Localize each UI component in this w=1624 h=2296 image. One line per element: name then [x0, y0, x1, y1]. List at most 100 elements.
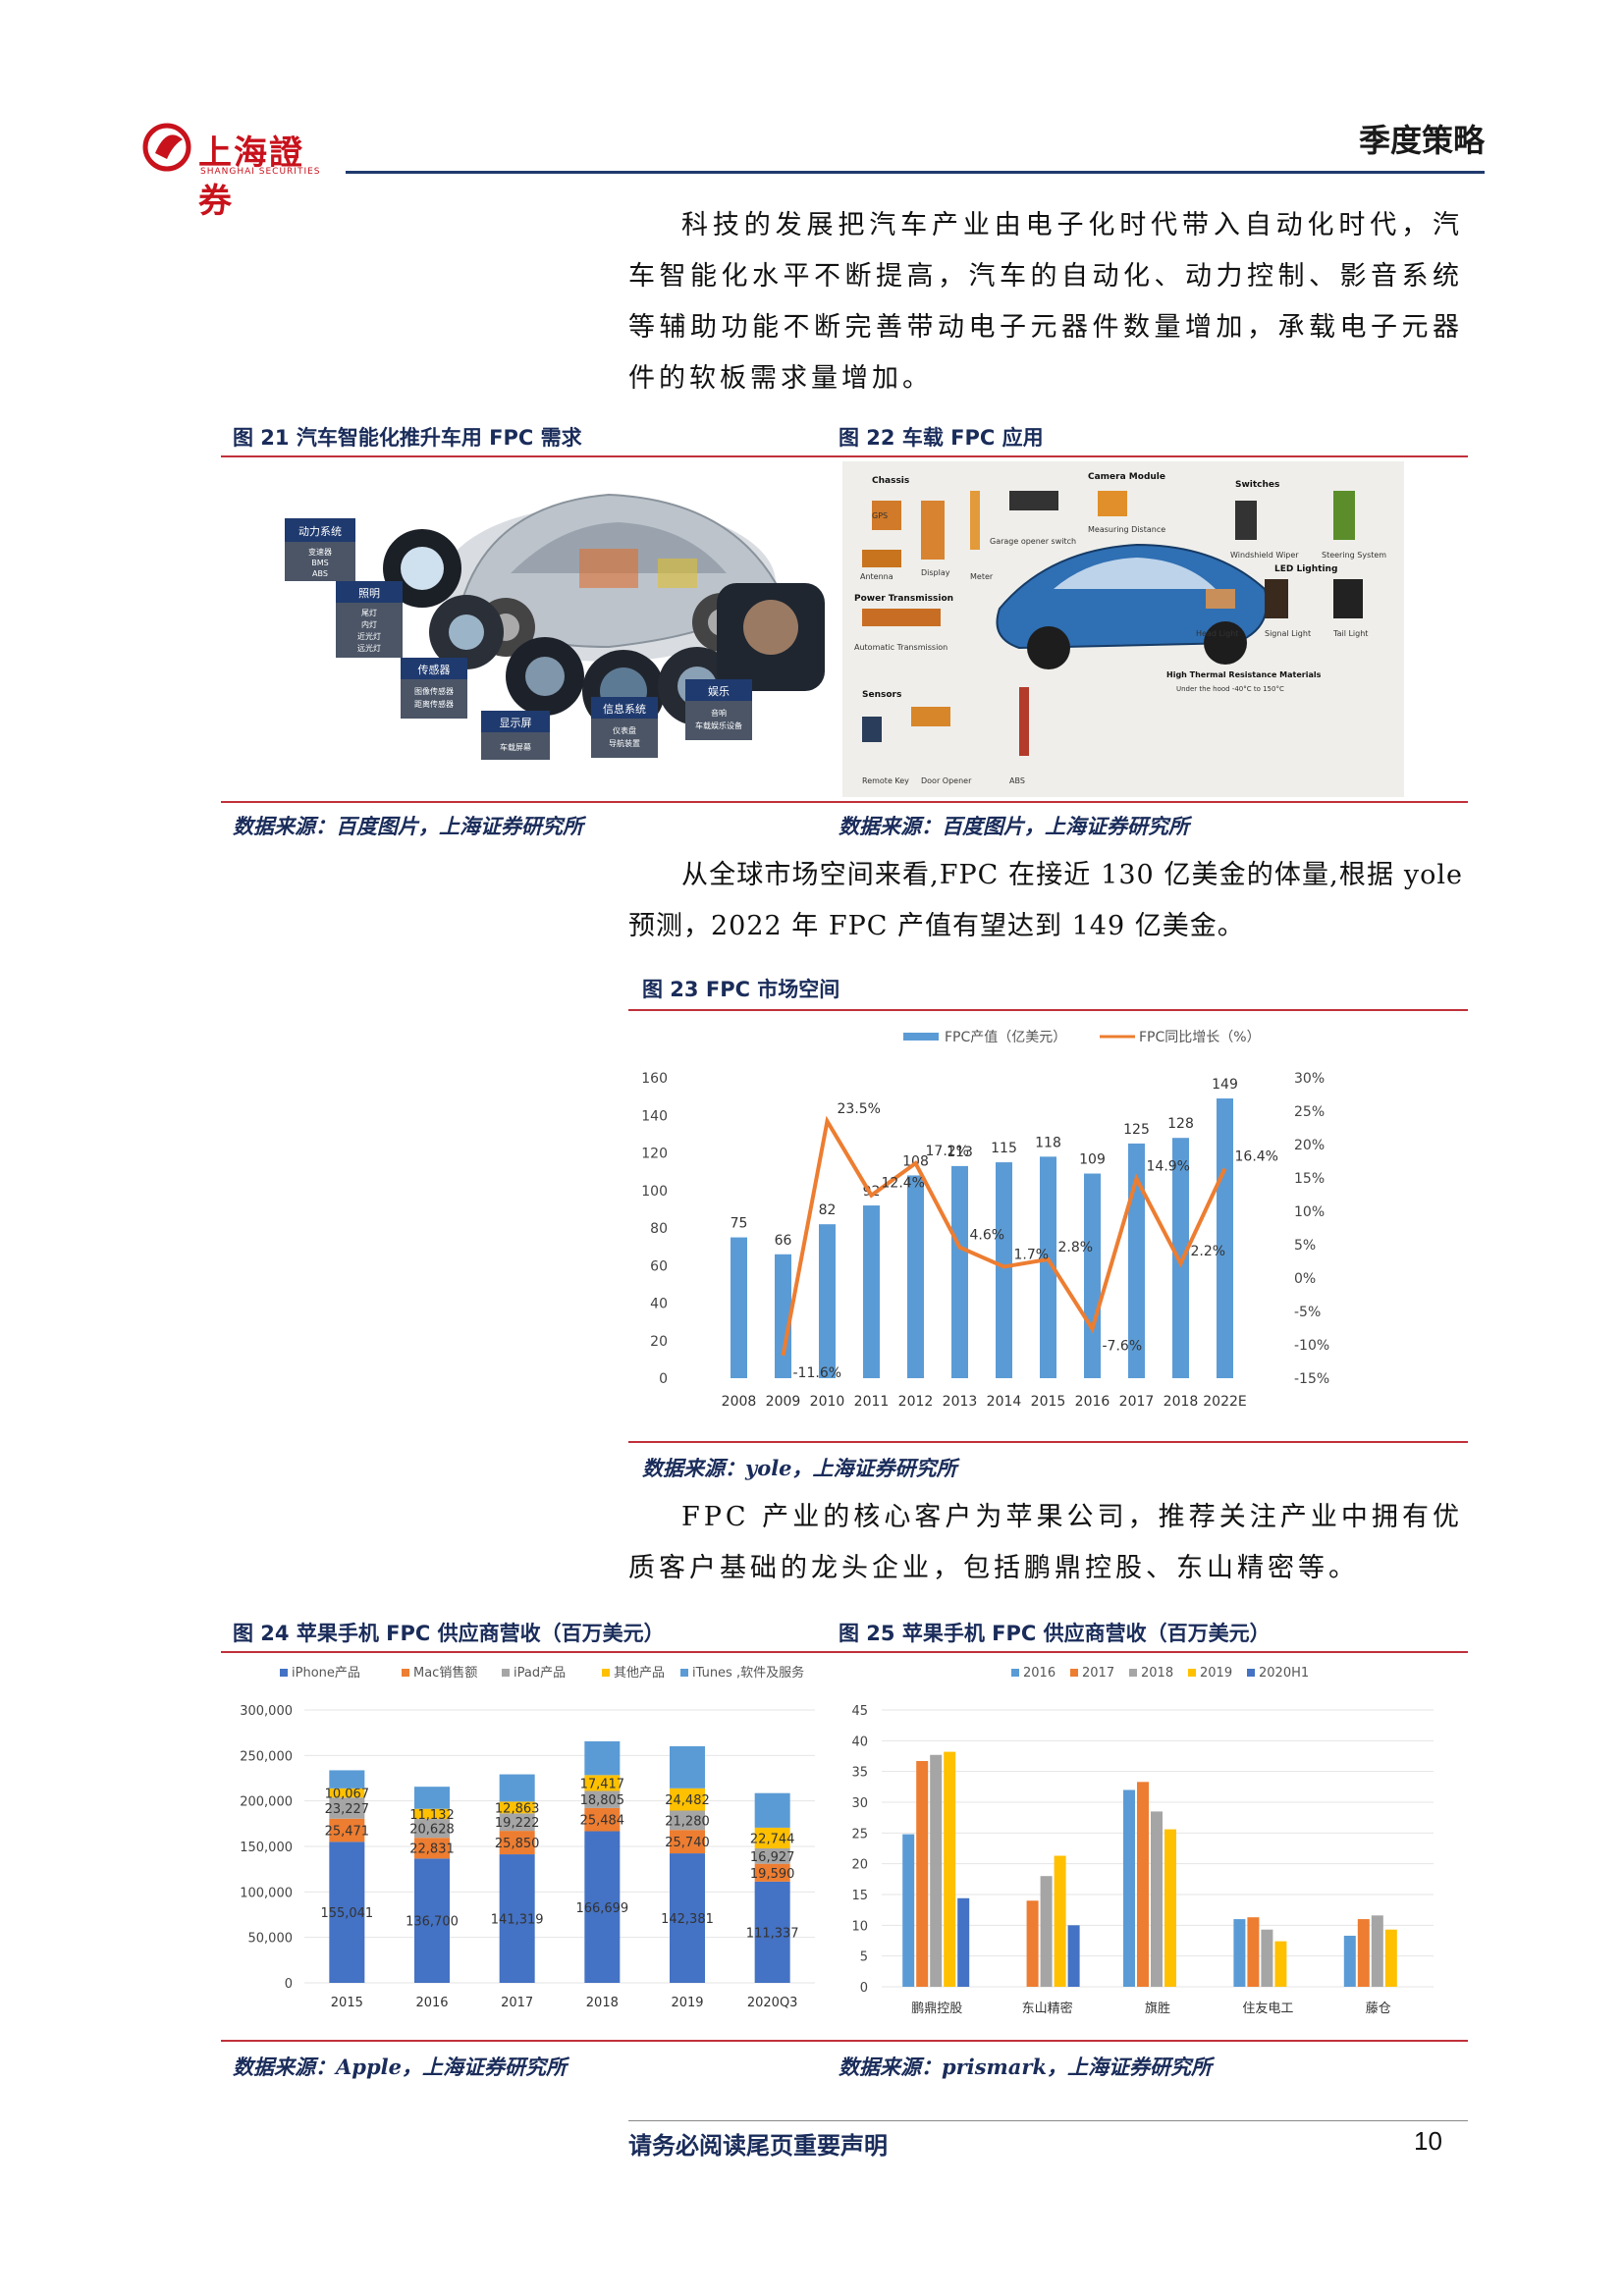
y-left-tick-label: 160	[641, 1071, 668, 1087]
y-tick-label: 300,000	[240, 1704, 293, 1719]
grouped-bar	[1357, 1919, 1370, 1987]
y-left-tick-label: 140	[641, 1108, 668, 1124]
fig22-autotx-label: Automatic Transmission	[854, 643, 947, 652]
x-tick-label: 2018	[1164, 1394, 1199, 1410]
y-tick-label: 30	[851, 1796, 868, 1811]
grouped-bar	[957, 1897, 970, 1987]
bar	[731, 1237, 747, 1378]
bar	[819, 1224, 836, 1378]
segment-data-label: 166,699	[575, 1901, 628, 1916]
x-tick-label: 2022E	[1203, 1394, 1246, 1410]
stacked-bar-segment	[499, 1774, 535, 1802]
stacked-bar-segment	[499, 1854, 535, 1983]
fig21-power-item: 变速器	[308, 547, 332, 557]
segment-data-label: 10,067	[325, 1788, 370, 1802]
fig22-gps-label: GPS	[872, 511, 888, 520]
y-right-tick-label: 10%	[1294, 1204, 1325, 1220]
fig21-illustration: 动力系统 变速器 BMS ABS 照明 尾灯 内灯 近光灯 远光灯 传感器 图像…	[285, 465, 825, 799]
y-tick-label: 250,000	[240, 1749, 293, 1764]
fig21-light-item: 近光灯	[357, 631, 381, 641]
bar	[1084, 1173, 1101, 1378]
x-tick-label: 2011	[854, 1394, 890, 1410]
stacked-bar-segment	[414, 1787, 450, 1809]
bar-data-label: 109	[1079, 1152, 1106, 1168]
stacked-bar-segment	[329, 1842, 365, 1983]
x-tick-label: 藤仓	[1366, 2002, 1391, 2016]
fig22-sensors-label: Sensors	[862, 690, 901, 700]
x-tick-label: 东山精密	[1022, 2001, 1073, 2016]
x-tick-label: 2015	[1031, 1394, 1066, 1410]
line-data-label: 12.4%	[882, 1176, 925, 1192]
legend-swatch	[1011, 1669, 1019, 1677]
stacked-bar-segment	[329, 1818, 365, 1842]
y-right-tick-label: -5%	[1294, 1305, 1321, 1320]
fig23-bottom-rule	[628, 1441, 1468, 1443]
segment-data-label: 24,482	[665, 1793, 710, 1808]
x-tick-label: 鹏鼎控股	[911, 2002, 962, 2016]
y-tick-label: 20	[851, 1858, 868, 1873]
fig22-abs-label: ABS	[1009, 776, 1025, 785]
y-left-tick-label: 120	[641, 1147, 668, 1162]
segment-data-label: 25,850	[495, 1837, 539, 1851]
segment-data-label: 19,222	[495, 1816, 539, 1831]
fig22-display-label: Display	[921, 568, 950, 577]
bar	[775, 1254, 791, 1378]
stacked-bar-segment	[329, 1770, 365, 1789]
stacked-bar-segment	[414, 1808, 450, 1820]
y-right-tick-label: -10%	[1294, 1338, 1329, 1354]
y-right-tick-label: 0%	[1294, 1271, 1316, 1287]
y-tick-label: 0	[285, 1977, 293, 1992]
y-right-tick-label: 25%	[1294, 1104, 1325, 1120]
legend-swatch	[602, 1669, 610, 1677]
y-right-tick-label: -15%	[1294, 1371, 1329, 1387]
fig21-22-bottom-rule	[221, 801, 1468, 803]
fig21-ent-item: 音响	[711, 708, 727, 718]
y-tick-label: 10	[851, 1919, 868, 1934]
bar-data-label: 66	[775, 1233, 792, 1249]
x-tick-label: 2012	[898, 1394, 934, 1410]
legend-label: 2019	[1200, 1666, 1232, 1681]
fig21-22-top-rule	[221, 455, 1468, 457]
stacked-bar-segment	[670, 1810, 705, 1831]
fig21-info-label: 信息系统	[603, 702, 646, 716]
line-data-label: -11.6%	[793, 1365, 842, 1381]
fig22-switches-label: Switches	[1235, 480, 1279, 490]
legend-label: 其他产品	[614, 1666, 665, 1681]
fig24-chart: iPhone产品 Mac销售额 iPad产品 其他产品 iTunes ,软件及服务 0 50…	[240, 1665, 815, 2010]
y-tick-label: 5	[860, 1950, 868, 1965]
fig21-display-label: 显示屏	[500, 717, 532, 729]
fig21-light-item: 内灯	[361, 619, 377, 629]
bar	[951, 1165, 968, 1378]
segment-data-label: 20,628	[409, 1823, 455, 1838]
line-data-label: 23.5%	[838, 1101, 881, 1117]
fig21-ent-item: 车载娱乐设备	[695, 721, 742, 730]
fig22-source: 数据来源：百度图片，上海证券研究所	[839, 814, 1189, 838]
legend-swatch	[1247, 1669, 1255, 1677]
fig22-garage-label: Garage opener switch	[990, 537, 1076, 546]
legend-label: 2017	[1082, 1666, 1114, 1681]
segment-data-label: 17,417	[580, 1777, 625, 1791]
section-title: 季度策略	[1358, 122, 1485, 159]
stacked-bar-segment	[329, 1797, 365, 1819]
legend-label: 2018	[1141, 1666, 1173, 1681]
bar	[1217, 1098, 1233, 1378]
segment-data-label: 18,805	[580, 1793, 625, 1808]
bar	[863, 1205, 880, 1378]
fig21-sensor-item: 图像传感器	[414, 686, 454, 696]
legend-label: 2020H1	[1259, 1666, 1309, 1681]
grouped-bar	[1123, 1789, 1135, 1987]
fig24-title: 图 24 苹果手机 FPC 供应商营收（百万美元）	[233, 1622, 665, 1645]
y-tick-label: 50,000	[248, 1932, 294, 1947]
x-tick-label: 2017	[1119, 1394, 1155, 1410]
fig22-illustration: Chassis GPS Antenna Display Meter Camera…	[842, 461, 1404, 797]
x-tick-label: 2016	[415, 1996, 448, 2010]
fig21-light-label: 照明	[358, 587, 380, 600]
stacked-bar-segment	[499, 1801, 535, 1814]
line-data-label: -7.6%	[1103, 1339, 1143, 1355]
x-tick-label: 住友电工	[1242, 2001, 1293, 2016]
segment-data-label: 19,590	[750, 1867, 795, 1882]
grouped-bar	[1274, 1941, 1287, 1987]
fig22-htr-label: High Thermal Resistance Materials	[1166, 670, 1322, 679]
y-tick-label: 40	[851, 1735, 868, 1749]
legend-swatch	[1129, 1669, 1137, 1677]
